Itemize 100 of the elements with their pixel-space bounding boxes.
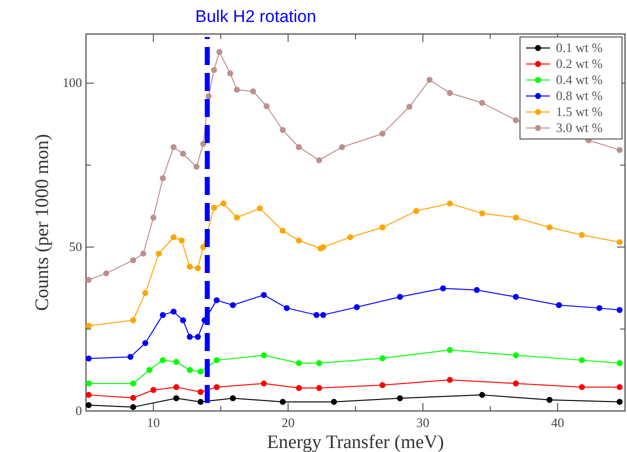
point [440,285,446,292]
point [103,270,110,276]
point [616,307,623,314]
point [216,49,222,56]
point [280,398,286,405]
point [130,317,136,324]
point [578,357,585,364]
x-axis-title: Energy Transfer (meV) [267,432,444,452]
point [512,117,519,124]
point [160,357,166,364]
point [86,276,92,283]
point [170,234,177,240]
point [173,395,180,402]
y-tick-label: 100 [62,75,82,90]
point [173,358,180,365]
point [296,238,302,244]
y-tick-label: 0 [76,403,82,418]
point [130,380,136,386]
point [556,302,562,308]
point [142,290,148,296]
point [180,317,186,324]
point [512,352,519,358]
x-tick-label: 10 [146,415,160,430]
point [284,305,290,312]
point [512,294,519,300]
point [396,294,403,300]
point [616,360,623,366]
point [313,312,320,318]
point [474,287,480,294]
point [211,67,218,74]
point [86,322,92,329]
point [280,127,286,134]
point [446,200,453,206]
point [379,382,386,388]
legend-label: 0.4 wt % [556,72,603,87]
y-tick-label: 50 [69,239,82,254]
point [146,367,152,374]
point [194,334,201,340]
point [446,90,453,96]
point [379,224,386,230]
point [354,304,360,310]
legend-label: 1.5 wt % [556,104,603,119]
point [198,388,204,395]
point [596,305,602,312]
point [330,398,337,405]
point [316,157,322,164]
point [173,384,180,390]
point [413,208,420,214]
point [446,347,453,354]
point [316,360,322,366]
point [616,398,623,405]
point [86,380,92,386]
point [130,394,136,401]
point [316,385,322,392]
point [150,387,156,394]
point [186,264,193,270]
point [347,234,354,240]
x-tick-label: 30 [416,415,430,430]
point [616,384,623,390]
point [616,239,623,246]
point [339,144,346,150]
point [214,384,220,390]
point [130,257,136,264]
point [296,144,302,150]
point [156,250,162,257]
ref-line-label: Bulk H2 rotation [195,7,316,26]
point [186,367,193,374]
point [479,210,486,216]
point [198,368,204,375]
point [193,164,200,170]
point [211,204,218,211]
point [130,404,136,410]
point [320,244,326,250]
point [194,265,201,272]
legend-label: 0.2 wt % [556,56,603,71]
point [230,302,236,308]
point [214,357,220,364]
point [578,384,585,390]
point [260,380,267,386]
point [127,354,134,360]
point [546,396,553,403]
point [280,228,286,234]
point [220,200,226,206]
point [260,292,267,298]
point [379,130,386,137]
point [616,147,623,154]
point [227,70,234,76]
point [578,232,585,238]
point [140,250,146,257]
point [264,103,270,110]
point [379,355,386,362]
y-axis-title: Counts (per 1000 mon) [32,134,53,311]
point [546,224,553,230]
point [296,385,302,392]
point [234,86,240,93]
point [180,150,186,157]
point [230,395,236,402]
point [320,312,326,318]
legend-label: 0.1 wt % [556,40,603,55]
point [512,214,519,221]
